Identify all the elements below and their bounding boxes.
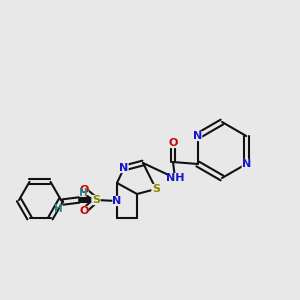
Text: N: N xyxy=(242,159,251,169)
FancyBboxPatch shape xyxy=(80,185,89,195)
Text: O: O xyxy=(79,185,89,195)
FancyBboxPatch shape xyxy=(193,131,203,141)
FancyBboxPatch shape xyxy=(168,138,178,148)
Text: S: S xyxy=(152,184,160,194)
FancyBboxPatch shape xyxy=(91,195,101,205)
FancyBboxPatch shape xyxy=(112,196,122,206)
Text: H: H xyxy=(79,188,88,197)
Text: S: S xyxy=(92,195,100,205)
Text: NH: NH xyxy=(166,173,184,183)
FancyBboxPatch shape xyxy=(80,206,89,216)
FancyBboxPatch shape xyxy=(167,173,183,183)
Text: H: H xyxy=(54,205,63,214)
Text: N: N xyxy=(193,131,203,141)
FancyBboxPatch shape xyxy=(152,184,161,194)
Text: N: N xyxy=(112,196,122,206)
Text: O: O xyxy=(79,206,89,216)
FancyBboxPatch shape xyxy=(119,163,129,173)
Text: O: O xyxy=(168,138,178,148)
FancyBboxPatch shape xyxy=(242,159,251,169)
Text: N: N xyxy=(119,163,129,173)
